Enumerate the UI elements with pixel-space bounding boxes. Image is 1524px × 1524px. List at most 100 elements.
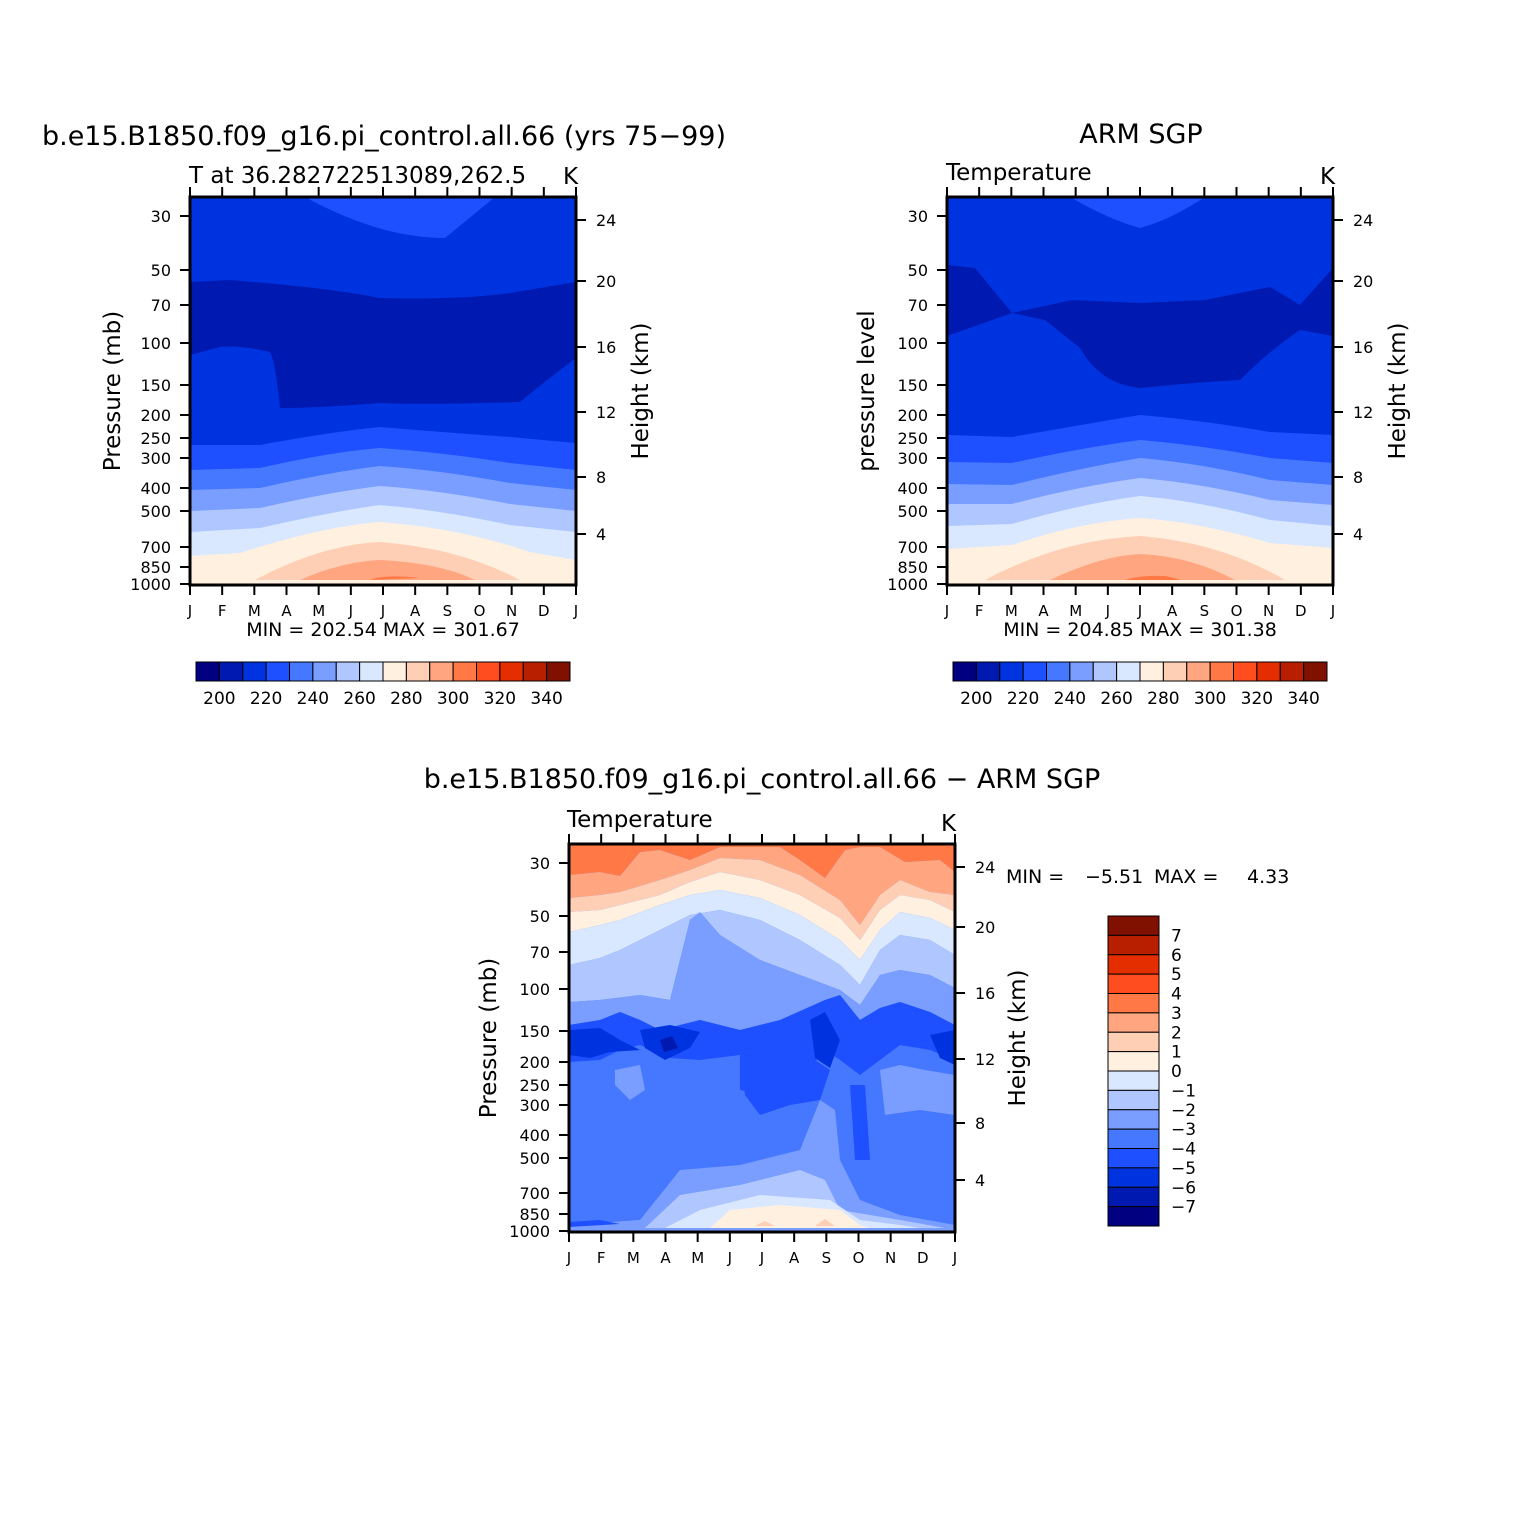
y-tick-label: 30 [530,854,550,873]
y2-axis-label: Height (km) [1385,322,1411,459]
colorbar-box [546,661,571,682]
colorbar-box [218,661,244,682]
colorbar-label: 220 [1007,689,1039,709]
colorbar-label: 220 [250,689,282,709]
colorbar-box [1107,1128,1160,1149]
x-tick-label: M [1069,602,1082,620]
colorbar-label: 340 [530,689,562,709]
x-tick-label: J [1330,602,1335,620]
y-axis-right: 24 20 16 12 8 4 Height (km) [1333,211,1411,544]
colorbar-box [1107,1051,1160,1072]
y-axis-label: Pressure (mb) [100,311,126,471]
colorbar-box [359,661,384,682]
colorbar-box [452,661,477,682]
x-tick-label: N [885,1249,896,1267]
contour-fill-zero [569,872,955,960]
colorbar-label: 320 [1241,689,1273,709]
y-axis-label: pressure level [854,310,880,471]
x-tick-label: F [597,1249,606,1267]
y2-tick-marks [955,866,965,1181]
contour-fill-pos1 [569,858,955,940]
contour-fill-zero-low [710,1205,870,1228]
panel-diff-units: K [941,811,957,837]
colorbar-box [405,661,431,682]
colorbar-box [975,661,1001,682]
panel-obs-title: ARM SGP [1079,119,1202,150]
y-tick-label: 200 [140,406,171,425]
y-tick-label: 300 [519,1096,550,1115]
x-tick-label: A [1038,602,1049,620]
colorbar-box [1046,661,1071,682]
y2-tick-label: 12 [1353,403,1373,422]
x-tick-label: A [1167,602,1178,620]
colorbar-label: −1 [1171,1081,1196,1101]
colorbar-box [242,661,267,682]
colorbar-box [1069,661,1094,682]
y2-tick-label: 4 [975,1171,985,1190]
y2-tick-label: 16 [1353,338,1373,357]
y-tick-label: 700 [897,538,928,557]
y-tick-marks [937,215,947,585]
colorbar-box [289,661,314,682]
colorbar-label: 4 [1171,985,1182,1005]
panel-model-title: b.e15.B1850.f09_g16.pi_control.all.66 (y… [42,121,726,152]
contour-fill-310 [1050,554,1235,580]
y2-tick-label: 4 [1353,525,1363,544]
contour-fill-neg5-a [569,1028,640,1058]
colorbar-box [1107,1148,1160,1169]
contour-fill-tropopause [190,280,576,408]
x-tick-label: O [474,602,486,620]
contour-fill-upper-warm [305,197,495,238]
colorbar-box [429,661,454,682]
contour-fill-neg4 [569,995,955,1095]
panel-obs-units: K [1320,164,1336,190]
y-tick-label: 1000 [130,575,171,594]
y-tick-label: 500 [519,1149,550,1168]
y-tick-label: 400 [519,1126,550,1145]
colorbar-label: 7 [1171,926,1182,946]
x-tick-label: M [691,1249,704,1267]
colorbar-box [1107,915,1160,936]
y-tick-label: 100 [140,334,171,353]
y2-axis-label: Height (km) [628,322,654,459]
colorbar-box [1107,973,1160,994]
y2-tick-label: 12 [975,1050,995,1069]
y-tick-label: 70 [530,943,550,962]
y-tick-label: 400 [140,479,171,498]
y-axis-left: 30 50 70 100 150 200 250 300 400 500 700… [476,854,569,1241]
contour-fill-tropopause [1012,268,1333,388]
x-tick-label: J [187,602,192,620]
x-tick-label: F [975,602,984,620]
y-tick-label: 400 [897,479,928,498]
colorbar-label: 3 [1171,1004,1182,1024]
x-tick-label: J [727,1249,732,1267]
x-tick-label: J [380,602,385,620]
contour-fill-neg3 [569,912,955,1030]
colorbar-label: 300 [437,689,469,709]
y-tick-marks [559,862,569,1232]
contour-fill-pos1-low [755,1219,835,1226]
y-tick-label: 70 [908,296,928,315]
y-tick-label: 700 [140,538,171,557]
y-axis-left: 30 50 70 100 150 200 250 300 400 500 700… [100,207,190,594]
x-tick-label: D [538,602,550,620]
x-tick-label: J [944,602,949,620]
x-tick-label: S [1200,602,1210,620]
x-tick-label: D [917,1249,929,1267]
colorbar-box [1107,1167,1160,1188]
colorbar-label: 240 [1054,689,1086,709]
colorbar-box [1107,1206,1160,1227]
colorbar-box [476,661,501,682]
x-tick-label: F [218,602,227,620]
colorbar-label: 240 [297,689,329,709]
y-tick-label: 50 [908,261,928,280]
contour-fill-neg3-b [880,1065,955,1115]
colorbar-label: 320 [484,689,516,709]
x-tick-label: J [1137,602,1142,620]
min-value: −5.51 [1085,866,1143,888]
colorbar-label: 0 [1171,1062,1182,1082]
colorbar-box [1107,993,1160,1014]
x-tick-label: M [627,1249,640,1267]
